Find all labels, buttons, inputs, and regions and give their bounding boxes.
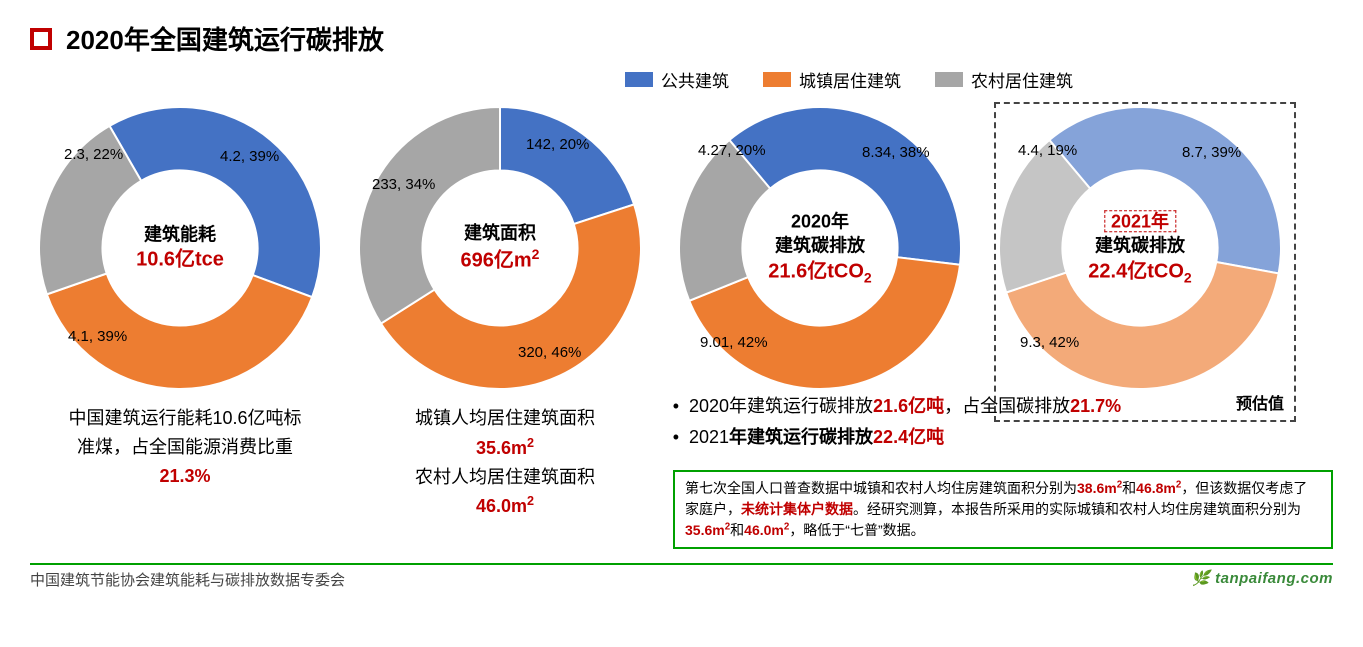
legend-item: 城镇居住建筑 [763,67,901,92]
donut-chart-energy: 建筑能耗10.6亿tce4.2, 39%4.1, 39%2.3, 22%中国建筑… [30,98,340,490]
page-title: 2020年全国建筑运行碳排放 [66,20,384,57]
summary-bullet-item: 2020年建筑运行碳排放21.6亿吨，占全国碳排放21.7% [689,391,1333,422]
chart-legend: 公共建筑 城镇居住建筑 农村居住建筑 [30,67,1333,92]
donut-chart-carbon2020: 2020年建筑碳排放21.6亿tCO28.34, 38%9.01, 42%4.2… [670,98,980,398]
donut-chart-carbon2021: 预估值2021年建筑碳排放22.4亿tCO28.7, 39%9.3, 42%4.… [990,98,1300,398]
footnote-box: 第七次全国人口普查数据中城镇和农村人均住房建筑面积分别为38.6m2和46.8m… [673,470,1333,549]
footer-watermark: 🌿 tanpaifang.com [1191,569,1333,590]
donut-chart-area: 建筑面积696亿m2142, 20%320, 46%233, 34%城镇人均居住… [350,98,660,521]
title-bullet-icon [30,28,52,50]
footer-source: 中国建筑节能协会建筑能耗与碳排放数据专委会 [30,569,345,590]
legend-item: 农村居住建筑 [935,67,1073,92]
summary-bullets: 2020年建筑运行碳排放21.6亿吨，占全国碳排放21.7%2021年建筑运行碳… [673,391,1333,452]
summary-bullet-item: 2021年建筑运行碳排放22.4亿吨 [689,422,1333,453]
legend-item: 公共建筑 [625,67,729,92]
